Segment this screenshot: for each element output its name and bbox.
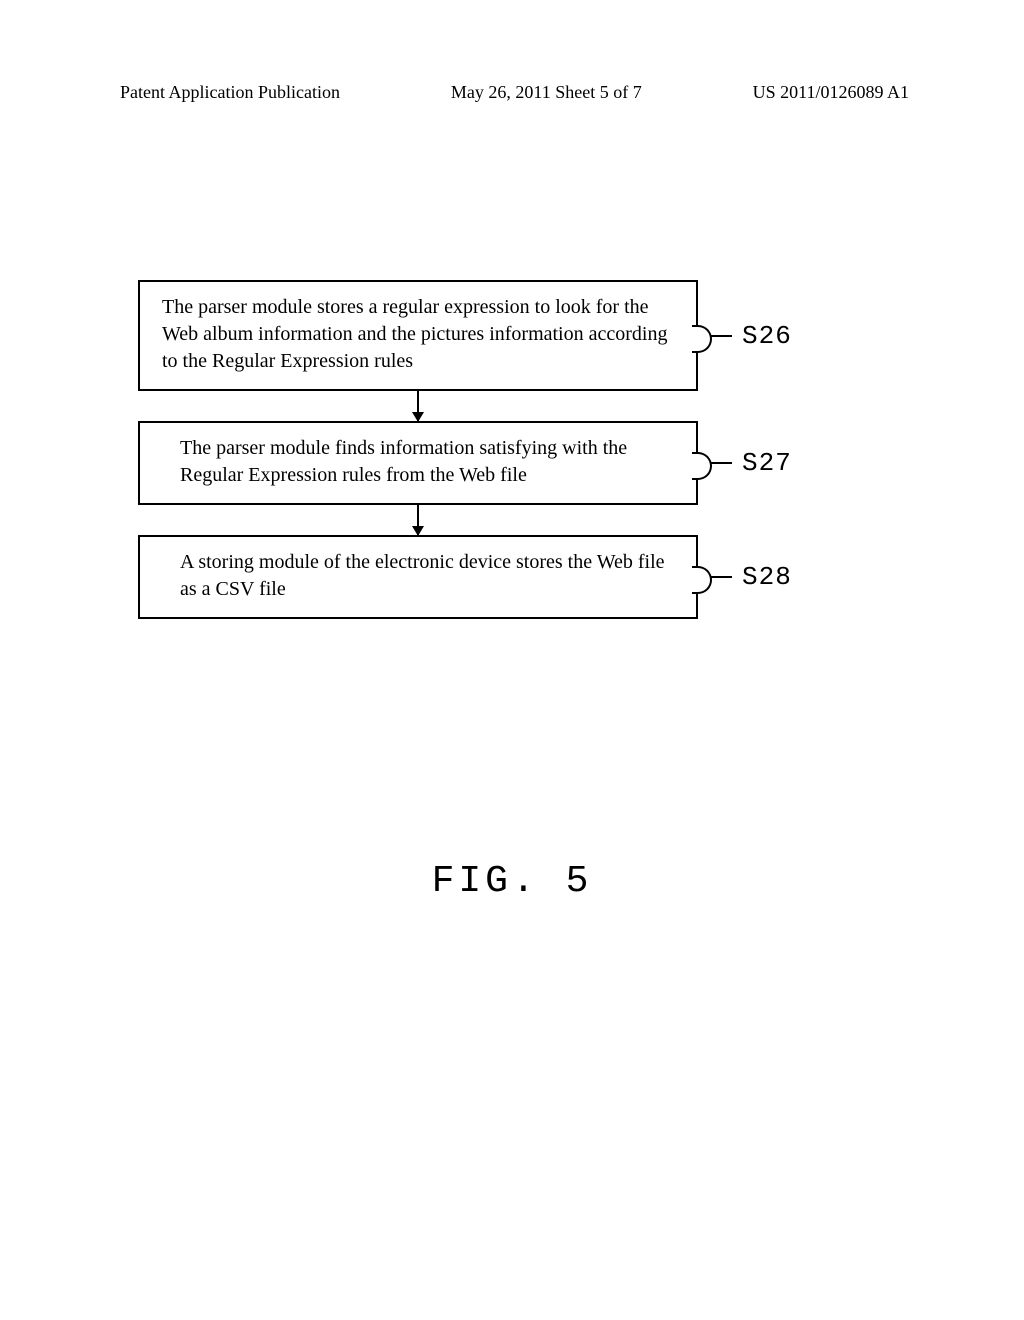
figure-caption: FIG. 5	[0, 860, 1024, 903]
arrow-down-icon	[138, 391, 698, 421]
flow-step: The parser module stores a regular expre…	[138, 280, 858, 391]
flow-step-box: The parser module stores a regular expre…	[138, 280, 698, 391]
flow-step-label: S26	[742, 321, 792, 351]
header-right: US 2011/0126089 A1	[753, 82, 909, 103]
flow-step-text: The parser module finds information sati…	[180, 437, 627, 486]
page-header: Patent Application Publication May 26, 2…	[120, 82, 909, 103]
flow-step-text: The parser module stores a regular expre…	[162, 296, 667, 372]
leader-line-icon	[696, 462, 732, 464]
leader-line-icon	[696, 576, 732, 578]
flow-step: The parser module finds information sati…	[138, 421, 858, 505]
flowchart: The parser module stores a regular expre…	[138, 280, 858, 619]
header-center: May 26, 2011 Sheet 5 of 7	[451, 82, 642, 103]
flow-step-box: The parser module finds information sati…	[138, 421, 698, 505]
arrow-down-icon	[138, 505, 698, 535]
flow-step-text: A storing module of the electronic devic…	[180, 551, 665, 600]
header-left: Patent Application Publication	[120, 82, 340, 103]
flow-step-label: S28	[742, 562, 792, 592]
leader-line-icon	[696, 335, 732, 337]
flow-step-label: S27	[742, 448, 792, 478]
flow-step-box: A storing module of the electronic devic…	[138, 535, 698, 619]
flow-step: A storing module of the electronic devic…	[138, 535, 858, 619]
